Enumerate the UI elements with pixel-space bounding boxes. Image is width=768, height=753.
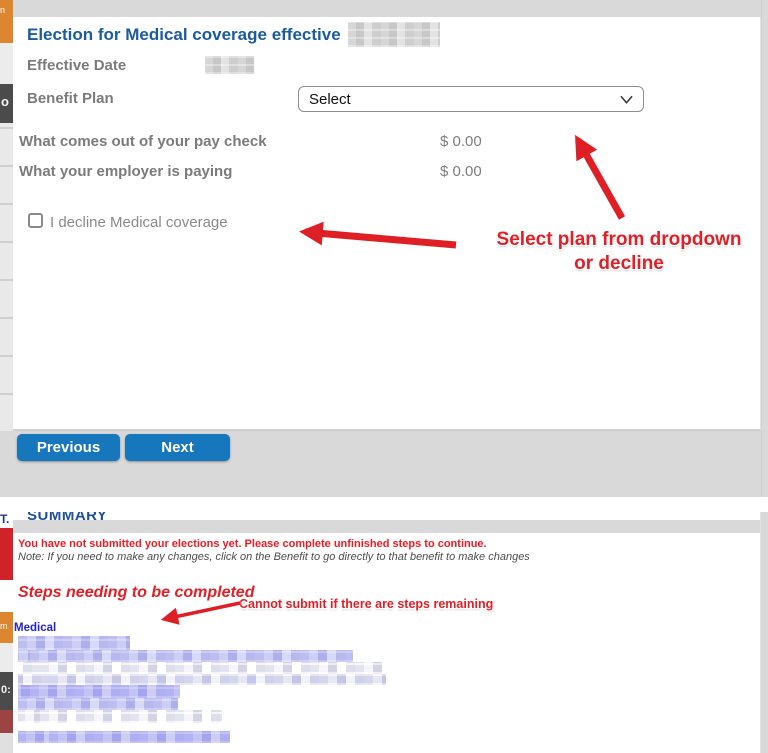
benefit-plan-select[interactable]: Select <box>298 86 644 112</box>
benefit-plan-label: Benefit Plan <box>27 90 114 107</box>
redacted-row <box>18 650 353 662</box>
background-text-fragment: o <box>1 94 9 109</box>
annotation-cannot-submit: Cannot submit if there are steps remaini… <box>239 597 494 611</box>
background-dark-block: 0: <box>0 672 13 710</box>
redacted-effective-date-title <box>347 22 440 47</box>
form-footer: Previous Next <box>0 431 768 497</box>
background-maroon-block <box>0 710 13 733</box>
decline-medical-checkbox[interactable] <box>28 213 43 228</box>
redacted-effective-date-value <box>205 56 254 74</box>
annotation-line-1: Select plan from dropdown <box>496 229 742 250</box>
employer-label: What your employer is paying <box>19 163 233 180</box>
summary-panel: SUMMARY You have not submitted your elec… <box>13 512 761 753</box>
redacted-row <box>18 731 230 743</box>
background-list-rows <box>0 123 13 431</box>
summary-alert-text: You have not submitted your elections ye… <box>18 538 487 550</box>
background-right-strip <box>761 0 768 497</box>
page-background-band <box>0 0 768 17</box>
decline-medical-label: I decline Medical coverage <box>50 214 228 231</box>
background-gray-block <box>0 643 13 672</box>
background-text-fragment: T. <box>0 512 13 528</box>
redacted-row <box>18 698 178 710</box>
background-text-fragment: m <box>0 621 8 631</box>
redacted-row <box>18 685 180 698</box>
chevron-down-icon <box>620 95 633 104</box>
page-title: Election for Medical coverage effective <box>27 24 341 44</box>
previous-button[interactable]: Previous <box>17 434 120 461</box>
paycheck-amount: $ 0.00 <box>440 133 482 150</box>
background-orange-header: n <box>0 0 13 43</box>
background-right-strip <box>761 512 768 753</box>
effective-date-label: Effective Date <box>27 57 127 74</box>
background-orange-block: m <box>0 612 13 643</box>
summary-note-text: Note: If you need to make any changes, c… <box>18 551 530 563</box>
employer-amount: $ 0.00 <box>440 163 482 180</box>
election-form-section: n o Election for Medical coverage effect… <box>0 0 768 497</box>
summary-section: T. m 0: SUMMARY You have not submitted y… <box>0 512 768 753</box>
election-panel: Election for Medical coverage effective … <box>13 17 761 431</box>
background-light-block <box>0 733 13 753</box>
background-dark-block: o <box>0 84 13 123</box>
background-left-strip: n o <box>0 0 13 497</box>
redacted-row <box>18 710 222 723</box>
steps-heading: Steps needing to be completed <box>18 584 255 601</box>
redacted-row <box>18 662 386 674</box>
background-text-fragment: 0: <box>1 684 11 696</box>
annotation-select-or-decline: Select plan from dropdown or decline <box>473 228 765 276</box>
redacted-row <box>18 674 386 685</box>
benefit-plan-selected-value: Select <box>309 90 351 108</box>
summary-header-band <box>13 520 760 533</box>
paycheck-label: What comes out of your pay check <box>19 133 267 150</box>
background-text-fragment: n <box>0 5 6 15</box>
background-red-block <box>0 528 13 580</box>
redacted-row <box>18 636 130 650</box>
title-row: Election for Medical coverage effective <box>27 22 440 47</box>
annotation-line-2: or decline <box>574 253 664 274</box>
summary-heading: SUMMARY <box>27 512 108 524</box>
next-button[interactable]: Next <box>125 434 230 461</box>
medical-benefit-link[interactable]: Medical <box>14 622 57 634</box>
